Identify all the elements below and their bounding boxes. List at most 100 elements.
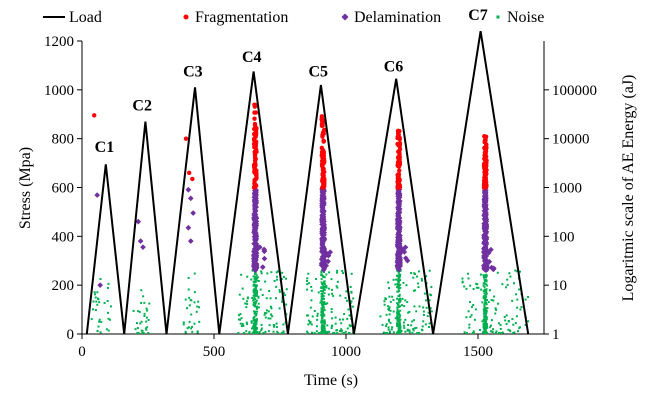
noise-point: [324, 303, 327, 306]
noise-point: [387, 328, 390, 331]
noise-point: [485, 280, 488, 283]
noise-point: [320, 299, 323, 302]
noise-point: [470, 305, 473, 308]
noise-point: [398, 295, 401, 298]
delamination-point: [319, 196, 326, 202]
y-tick-label: 800: [52, 132, 75, 148]
noise-point: [397, 271, 400, 274]
noise-point: [401, 304, 404, 307]
noise-point: [392, 331, 395, 334]
noise-point: [515, 315, 518, 318]
noise-point: [246, 303, 249, 306]
noise-point: [96, 329, 99, 332]
noise-point: [148, 302, 151, 305]
delamination-point: [486, 258, 493, 265]
noise-point: [257, 302, 260, 305]
noise-point: [350, 272, 353, 275]
noise-point: [269, 317, 272, 320]
noise-point: [350, 300, 353, 303]
fragmentation-point: [254, 176, 259, 181]
fragmentation-point: [321, 153, 327, 159]
noise-point: [527, 320, 530, 323]
noise-point: [511, 317, 514, 320]
noise-point: [385, 313, 388, 316]
noise-point: [352, 297, 355, 300]
noise-point: [342, 272, 345, 275]
noise-point: [336, 269, 339, 272]
noise-point: [486, 307, 489, 310]
noise-point: [96, 303, 99, 306]
noise-point: [257, 295, 260, 298]
noise-point: [493, 295, 496, 298]
fragmentation-point: [395, 185, 401, 190]
noise-point: [397, 318, 400, 321]
noise-point: [492, 299, 495, 302]
noise-point: [320, 281, 323, 284]
noise-point: [396, 325, 399, 328]
noise-point: [252, 275, 255, 278]
fragmentation-point: [321, 131, 326, 136]
noise-point: [465, 287, 468, 290]
noise-point: [254, 272, 257, 275]
noise-point: [472, 331, 475, 334]
noise-point: [336, 331, 339, 334]
noise-point: [322, 312, 325, 315]
noise-point: [254, 301, 257, 304]
noise-point: [395, 312, 398, 315]
noise-point: [92, 308, 95, 311]
noise-point: [517, 330, 520, 333]
noise-point: [184, 298, 187, 301]
noise-point: [320, 324, 323, 327]
noise-point: [421, 325, 424, 328]
noise-point: [397, 325, 400, 328]
delamination-point: [253, 222, 260, 229]
fragmentation-point: [252, 116, 257, 121]
noise-point: [406, 329, 409, 332]
noise-point: [399, 326, 402, 329]
noise-point: [316, 312, 319, 315]
noise-point: [482, 290, 485, 293]
noise-point: [397, 278, 400, 281]
noise-point: [269, 313, 272, 316]
noise-point: [472, 287, 475, 290]
noise-point: [242, 331, 245, 334]
noise-point: [333, 331, 336, 334]
noise-point: [320, 297, 323, 300]
noise-point: [322, 290, 325, 293]
fragmentation-point: [186, 170, 192, 175]
noise-point: [310, 299, 313, 302]
noise-point: [338, 318, 341, 321]
noise-point: [323, 301, 326, 304]
noise-point: [482, 308, 485, 311]
noise-point: [280, 278, 283, 281]
noise-point: [323, 314, 326, 317]
delamination-point: [190, 210, 196, 216]
noise-point: [398, 301, 401, 304]
noise-point: [483, 292, 486, 295]
noise-point: [461, 277, 464, 280]
noise-point: [397, 330, 400, 333]
noise-point: [281, 271, 284, 274]
noise-point: [399, 273, 402, 276]
noise-point: [322, 328, 325, 331]
fragmentation-point: [321, 139, 326, 144]
noise-point: [196, 331, 199, 334]
noise-point: [386, 331, 389, 334]
noise-point: [398, 276, 401, 279]
noise-point: [474, 308, 477, 311]
noise-point: [412, 289, 415, 292]
noise-point: [398, 322, 401, 325]
delamination-point: [395, 212, 402, 219]
noise-point: [187, 326, 190, 329]
noise-point: [136, 331, 139, 334]
noise-point: [143, 301, 146, 304]
noise-point: [322, 303, 325, 306]
noise-point: [191, 325, 194, 328]
noise-point: [245, 321, 248, 324]
delamination-point: [394, 241, 401, 248]
noise-point: [256, 279, 259, 282]
noise-point: [94, 308, 97, 311]
noise-point: [348, 324, 351, 327]
delamination-point: [261, 255, 268, 262]
noise-point: [397, 305, 400, 308]
